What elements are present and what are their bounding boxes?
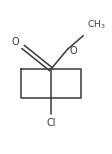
- Text: Cl: Cl: [46, 118, 55, 128]
- Text: O: O: [11, 37, 19, 47]
- Text: O: O: [69, 46, 76, 56]
- Text: CH$_3$: CH$_3$: [86, 19, 104, 31]
